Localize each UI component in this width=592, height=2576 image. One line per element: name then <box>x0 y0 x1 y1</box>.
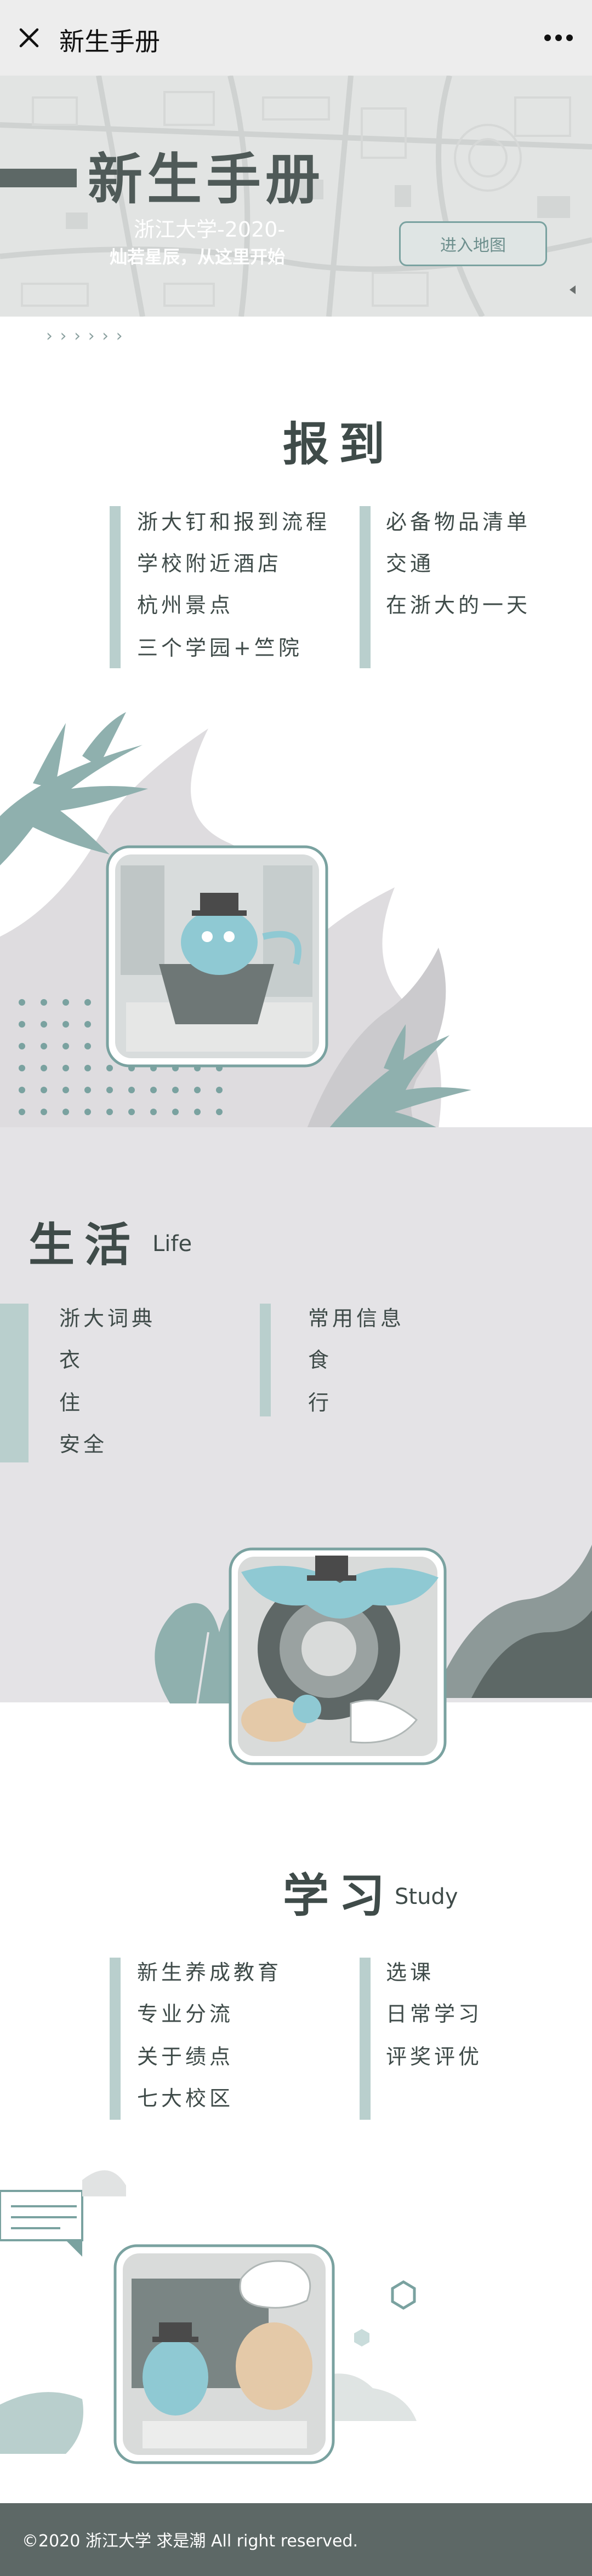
report-illustration-decor <box>0 712 471 1128</box>
more-icon[interactable] <box>539 24 578 51</box>
hero-banner: 新生手册 浙江大学-2020- 灿若星辰，从这里开始 进入地图 <box>0 76 592 317</box>
life-item-info[interactable]: 常用信息 <box>308 1306 405 1330</box>
close-icon[interactable] <box>15 24 43 51</box>
report-right-bar <box>360 506 371 668</box>
section-title-life: 生活 <box>29 1218 141 1272</box>
report-item-hotels[interactable]: 学校附近酒店 <box>137 552 282 576</box>
report-item-transport[interactable]: 交通 <box>386 552 435 576</box>
hero-decor-bar <box>0 169 77 187</box>
life-item-travel[interactable]: 行 <box>308 1391 333 1415</box>
report-item-sights[interactable]: 杭州景点 <box>137 593 234 617</box>
study-item-major[interactable]: 专业分流 <box>137 2002 234 2026</box>
page-footer: ©2020 浙江大学 求是潮 All right reserved. <box>0 2503 592 2576</box>
hero-subtitle-year: 浙江大学-2020- <box>134 217 286 242</box>
study-item-daily[interactable]: 日常学习 <box>386 2002 483 2026</box>
study-item-education[interactable]: 新生养成教育 <box>137 1960 282 1984</box>
report-item-oneday[interactable]: 在浙大的一天 <box>386 593 531 617</box>
life-item-dictionary[interactable]: 浙大词典 <box>59 1306 156 1330</box>
arrow-left-icon[interactable] <box>567 284 579 296</box>
report-item-dingtalk[interactable]: 浙大钉和报到流程 <box>137 510 331 534</box>
section-title-study: 学习 <box>283 1869 395 1923</box>
campus-map-background <box>0 76 592 317</box>
study-illustration-decor <box>0 2170 417 2464</box>
footer-copyright: ©2020 浙江大学 求是潮 All right reserved. <box>22 2532 358 2551</box>
scroll-chevrons: › › › › › › <box>46 326 124 346</box>
hero-title: 新生手册 <box>88 147 325 211</box>
life-illustration-decor <box>155 1545 592 1765</box>
study-item-gpa[interactable]: 关于绩点 <box>137 2045 234 2069</box>
report-left-bar <box>110 506 121 668</box>
life-right-bar <box>260 1304 271 1416</box>
study-item-campuses[interactable]: 七大校区 <box>137 2086 234 2110</box>
study-item-awards[interactable]: 评奖评优 <box>386 2045 483 2069</box>
life-item-housing[interactable]: 住 <box>59 1391 84 1415</box>
life-item-safety[interactable]: 安全 <box>59 1432 108 1456</box>
life-item-clothing[interactable]: 衣 <box>59 1348 84 1372</box>
report-item-checklist[interactable]: 必备物品清单 <box>386 510 531 534</box>
enter-map-button[interactable]: 进入地图 <box>399 221 547 266</box>
section-subtitle-life: Life <box>152 1231 192 1257</box>
hero-slogan: 灿若星辰，从这里开始 <box>110 246 286 267</box>
section-title-report: 报到 <box>283 417 395 471</box>
study-left-bar <box>110 1958 121 2120</box>
navigation-bar: 新生手册 <box>0 0 592 76</box>
study-right-bar <box>360 1958 371 2120</box>
study-item-course[interactable]: 选课 <box>386 1960 435 1984</box>
life-left-bar <box>0 1304 29 1462</box>
report-item-colleges[interactable]: 三个学园+竺院 <box>137 636 303 660</box>
nav-title: 新生手册 <box>59 27 160 56</box>
life-item-food[interactable]: 食 <box>308 1348 333 1372</box>
section-subtitle-study: Study <box>395 1884 458 1909</box>
